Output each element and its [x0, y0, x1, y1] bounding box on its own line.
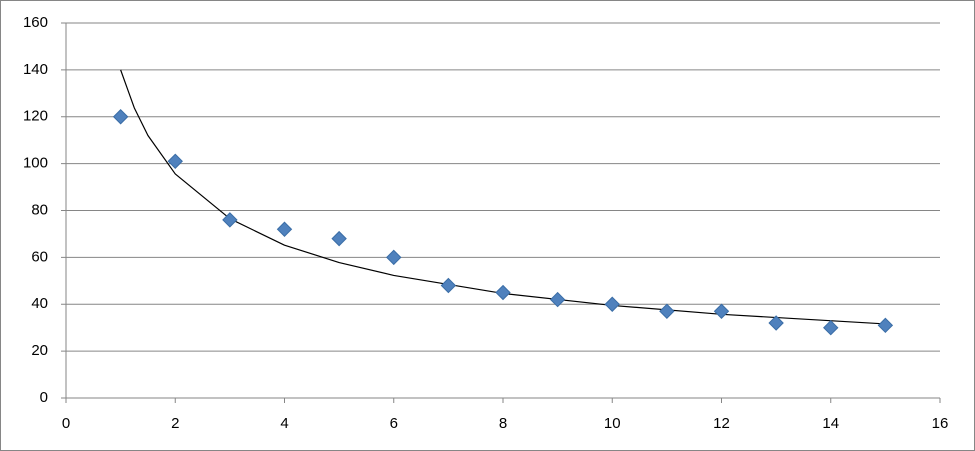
- marker: [167, 153, 183, 169]
- marker: [713, 303, 730, 319]
- x-tick-label: 6: [390, 415, 398, 432]
- y-tick-label: 60: [31, 248, 48, 265]
- y-tick-label: 120: [23, 108, 48, 125]
- y-tick-label: 40: [31, 295, 48, 312]
- marker: [823, 319, 839, 336]
- marker: [659, 303, 675, 319]
- marker: [768, 315, 784, 331]
- marker: [222, 212, 238, 228]
- marker: [112, 109, 129, 125]
- y-tick-label: 160: [23, 14, 48, 31]
- marker: [604, 296, 620, 312]
- y-tick-label: 140: [23, 61, 48, 78]
- marker: [331, 230, 347, 247]
- marker: [495, 284, 511, 301]
- x-tick-label: 2: [171, 415, 179, 432]
- x-tick-label: 0: [62, 415, 70, 432]
- trendline: [120, 69, 886, 325]
- x-tick-label: 4: [280, 415, 288, 432]
- x-tick-label: 12: [713, 415, 730, 432]
- x-tick-label: 14: [822, 415, 839, 432]
- y-tick-label: 80: [31, 201, 48, 218]
- marker: [549, 291, 566, 308]
- x-tick-label: 16: [932, 415, 949, 432]
- y-tick-label: 100: [23, 155, 48, 172]
- marker: [386, 249, 402, 266]
- marker: [877, 317, 894, 334]
- x-tick-label: 8: [499, 415, 507, 432]
- x-tick-label: 10: [604, 415, 621, 432]
- y-tick-label: 0: [40, 389, 48, 406]
- y-tick-label: 20: [31, 342, 48, 359]
- marker: [276, 221, 293, 237]
- marker: [440, 277, 457, 294]
